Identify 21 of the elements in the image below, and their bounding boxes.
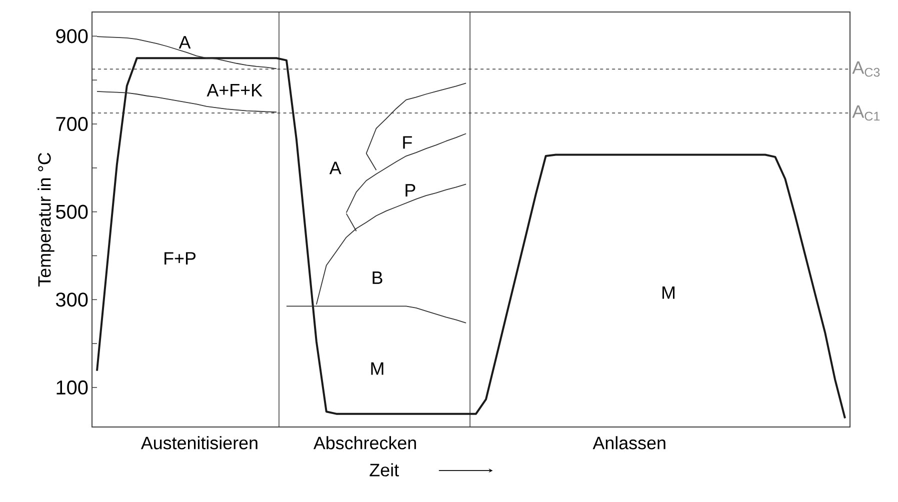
- annotation: A+F+K: [206, 84, 262, 96]
- y-tick-label: 300: [56, 292, 88, 307]
- annotation: B: [372, 272, 382, 284]
- x-axis-title: Zeit: [370, 463, 399, 476]
- annotation: M: [371, 362, 384, 375]
- y-tick-label: 700: [56, 116, 88, 132]
- text: Anlassen: [592, 436, 666, 450]
- annotation: P: [406, 184, 416, 196]
- y-tick-label: 100: [56, 380, 88, 395]
- y-tick-label: 500: [56, 204, 88, 219]
- y-axis-title: Temperatur in °C: [38, 152, 54, 286]
- text: Austenitisieren: [140, 436, 258, 450]
- annotation: F+P: [164, 252, 196, 265]
- annotation: F: [403, 136, 412, 149]
- text: Abschrecken: [313, 436, 416, 450]
- annotation: A: [329, 162, 342, 174]
- y-tick-label: 900: [56, 29, 88, 44]
- ref-line-label: A$_{C3}$: [852, 61, 880, 77]
- annotation: A: [178, 36, 191, 48]
- ref-line-label: A$_{C1}$: [852, 105, 880, 121]
- annotation: M: [662, 286, 674, 299]
